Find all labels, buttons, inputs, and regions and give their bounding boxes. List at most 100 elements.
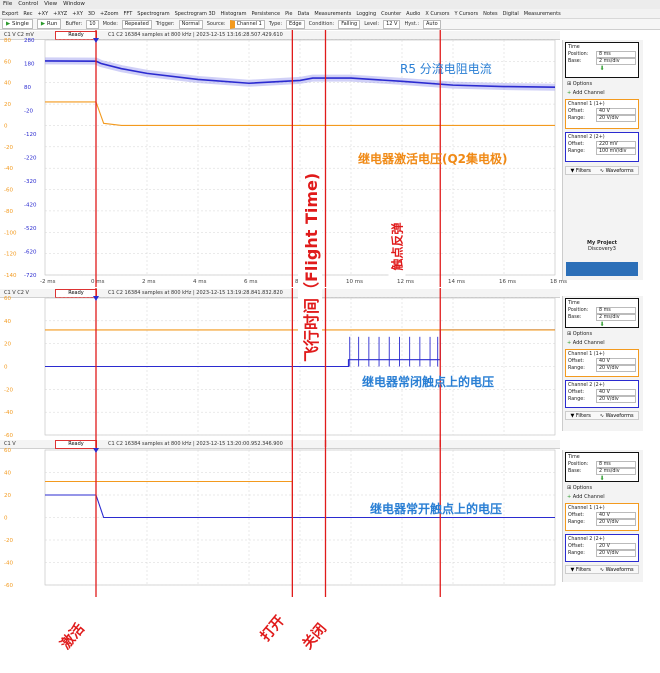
channel-2-title[interactable]: Channel 2 (2+) xyxy=(568,537,605,542)
toolbar-item[interactable]: Notes xyxy=(483,11,498,17)
position-field[interactable]: 8 ms xyxy=(596,51,636,58)
toolbar-item[interactable]: +Zoom xyxy=(99,11,119,17)
menu-view[interactable]: View xyxy=(44,1,58,7)
annotation-contact-bounce: 触点反弹 xyxy=(388,216,406,277)
ch2-offset-field[interactable]: 40 V xyxy=(596,389,636,396)
toolbar-item[interactable]: Measurements xyxy=(523,11,561,17)
toolbar-item[interactable]: +XY xyxy=(72,11,83,17)
trigger-select[interactable]: Normal xyxy=(178,19,203,29)
y-tick-label-right: -720 xyxy=(24,273,37,279)
collapse-arrow-icon[interactable]: ⬇ xyxy=(599,475,605,482)
mode-label: Mode: xyxy=(102,21,118,27)
type-select[interactable]: Edge xyxy=(286,19,305,29)
ch1-range-field[interactable]: 20 V/div xyxy=(596,365,636,372)
filter-icon: ▼ xyxy=(570,168,575,174)
channel-2-title[interactable]: Channel 2 (2+) xyxy=(568,383,605,388)
time-settings: Time Position: 8 ms Base: 2 ms/div ⬇ xyxy=(565,452,639,482)
run-icon: ▶ xyxy=(40,21,46,27)
waveforms-button[interactable]: ∿ Waveforms xyxy=(600,566,634,573)
ch2-range-label: Range: xyxy=(568,149,585,154)
run-label: Run xyxy=(46,21,58,27)
ch1-range-field[interactable]: 20 V/div xyxy=(596,115,636,122)
position-field[interactable]: 8 ms xyxy=(596,461,636,468)
toolbar-item[interactable]: Y Cursors xyxy=(454,11,479,17)
ch1-offset-field[interactable]: 40 V xyxy=(596,512,636,519)
source-select[interactable]: Channel 1 xyxy=(229,19,265,29)
ch1-range-field[interactable]: 20 V/div xyxy=(596,519,636,526)
options-expander[interactable]: ⊞ Options xyxy=(567,331,593,337)
toolbar-item[interactable]: Logging xyxy=(356,11,377,17)
waveform-icon: ∿ xyxy=(599,168,604,174)
toolbar-item[interactable]: Histogram xyxy=(220,11,247,17)
level-field[interactable]: 12 V xyxy=(383,19,401,29)
filters-button[interactable]: ▼ Filters xyxy=(570,167,590,174)
toolbar-item[interactable]: Pie xyxy=(285,11,293,17)
waveforms-button[interactable]: ∿ Waveforms xyxy=(600,412,634,419)
toolbar-item[interactable]: +XYZ xyxy=(53,11,68,17)
ch2-range-field[interactable]: 100 mV/div xyxy=(596,148,636,155)
position-field[interactable]: 8 ms xyxy=(596,307,636,314)
single-label: Single xyxy=(11,21,29,27)
toolbar-item[interactable]: Rec xyxy=(23,11,33,17)
mode-select[interactable]: Repeated xyxy=(121,19,152,29)
channel-2-title[interactable]: Channel 2 (2+) xyxy=(568,135,605,140)
y-tick-label-left: -60 xyxy=(4,433,13,439)
filters-button[interactable]: ▼ Filters xyxy=(570,566,590,573)
collapse-arrow-icon[interactable]: ⬇ xyxy=(599,321,605,328)
options-expander[interactable]: ⊞ Options xyxy=(567,485,593,491)
toolbar-item[interactable]: Export xyxy=(2,11,19,17)
ch1-offset-field[interactable]: 40 V xyxy=(596,108,636,115)
add-channel-button[interactable]: + Add Channel xyxy=(567,90,605,97)
toolbar-item[interactable]: Persistence xyxy=(251,11,281,17)
ch1-range-label: Range: xyxy=(568,116,585,121)
ch1-offset-field[interactable]: 40 V xyxy=(596,358,636,365)
x-tick-label: 6 ms xyxy=(244,279,258,285)
buffer-field[interactable]: 10 xyxy=(86,19,99,29)
base-field[interactable]: 2 ms/div xyxy=(596,58,636,65)
x-tick-label: 14 ms xyxy=(448,279,465,285)
base-field[interactable]: 2 ms/div xyxy=(596,468,636,475)
base-field[interactable]: 2 ms/div xyxy=(596,314,636,321)
channel-1-title[interactable]: Channel 1 (1+) xyxy=(568,102,605,107)
y-tick-label-right: 80 xyxy=(24,85,31,91)
filters-waveforms-bar: ▼ Filters ∿ Waveforms xyxy=(565,411,639,420)
hyst-select[interactable]: Auto xyxy=(423,19,441,29)
filters-waveforms-bar: ▼ Filters ∿ Waveforms xyxy=(565,565,639,574)
run-button[interactable]: ▶ Run xyxy=(36,19,62,29)
ch2-range-field[interactable]: 20 V/div xyxy=(596,396,636,403)
collapse-arrow-icon[interactable]: ⬇ xyxy=(599,65,605,72)
ch2-offset-field[interactable]: 20 V xyxy=(596,543,636,550)
options-expander[interactable]: ⊞ Options xyxy=(567,81,593,87)
toolbar-item[interactable]: +XY xyxy=(37,11,49,17)
waveforms-button[interactable]: ∿ Waveforms xyxy=(600,167,634,174)
toolbar-item[interactable]: Spectrogram xyxy=(137,11,170,17)
menu-file[interactable]: File xyxy=(3,1,13,7)
toolbar-item[interactable]: Spectrogram 3D xyxy=(174,11,216,17)
toolbar-item[interactable]: Digital xyxy=(502,11,519,17)
menu-window[interactable]: Window xyxy=(63,1,85,7)
ch2-offset-field[interactable]: 220 mV xyxy=(596,141,636,148)
single-button[interactable]: ▶ Single xyxy=(2,19,33,29)
ch1-range-label: Range: xyxy=(568,366,585,371)
condition-select[interactable]: Falling xyxy=(338,19,361,29)
add-channel-button[interactable]: + Add Channel xyxy=(567,340,605,347)
toolbar-item[interactable]: 3D xyxy=(87,11,95,17)
annotation-relay-activate-voltage: 继电器激活电压(Q2集电极) xyxy=(358,152,508,166)
menu-control[interactable]: Control xyxy=(18,1,39,7)
waveform-icon: ∿ xyxy=(599,567,604,573)
time-title: Time xyxy=(568,301,580,306)
filters-button[interactable]: ▼ Filters xyxy=(570,412,590,419)
toolbar-item[interactable]: Data xyxy=(297,11,310,17)
channel-1-title[interactable]: Channel 1 (1+) xyxy=(568,506,605,511)
toolbar-item[interactable]: X Cursors xyxy=(425,11,450,17)
project-label: My Project Discovery3 xyxy=(572,240,632,252)
channel-1-title[interactable]: Channel 1 (1+) xyxy=(568,352,605,357)
add-channel-button[interactable]: + Add Channel xyxy=(567,494,605,501)
ch2-range-field[interactable]: 20 V/div xyxy=(596,550,636,557)
ch2-offset-label: Offset: xyxy=(568,142,585,147)
toolbar-item[interactable]: Counter xyxy=(381,11,402,17)
y-tick-label-left: -20 xyxy=(4,538,13,544)
toolbar-item[interactable]: Audio xyxy=(406,11,421,17)
toolbar-item[interactable]: FFT xyxy=(123,11,133,17)
toolbar-item[interactable]: Measurements xyxy=(314,11,352,17)
